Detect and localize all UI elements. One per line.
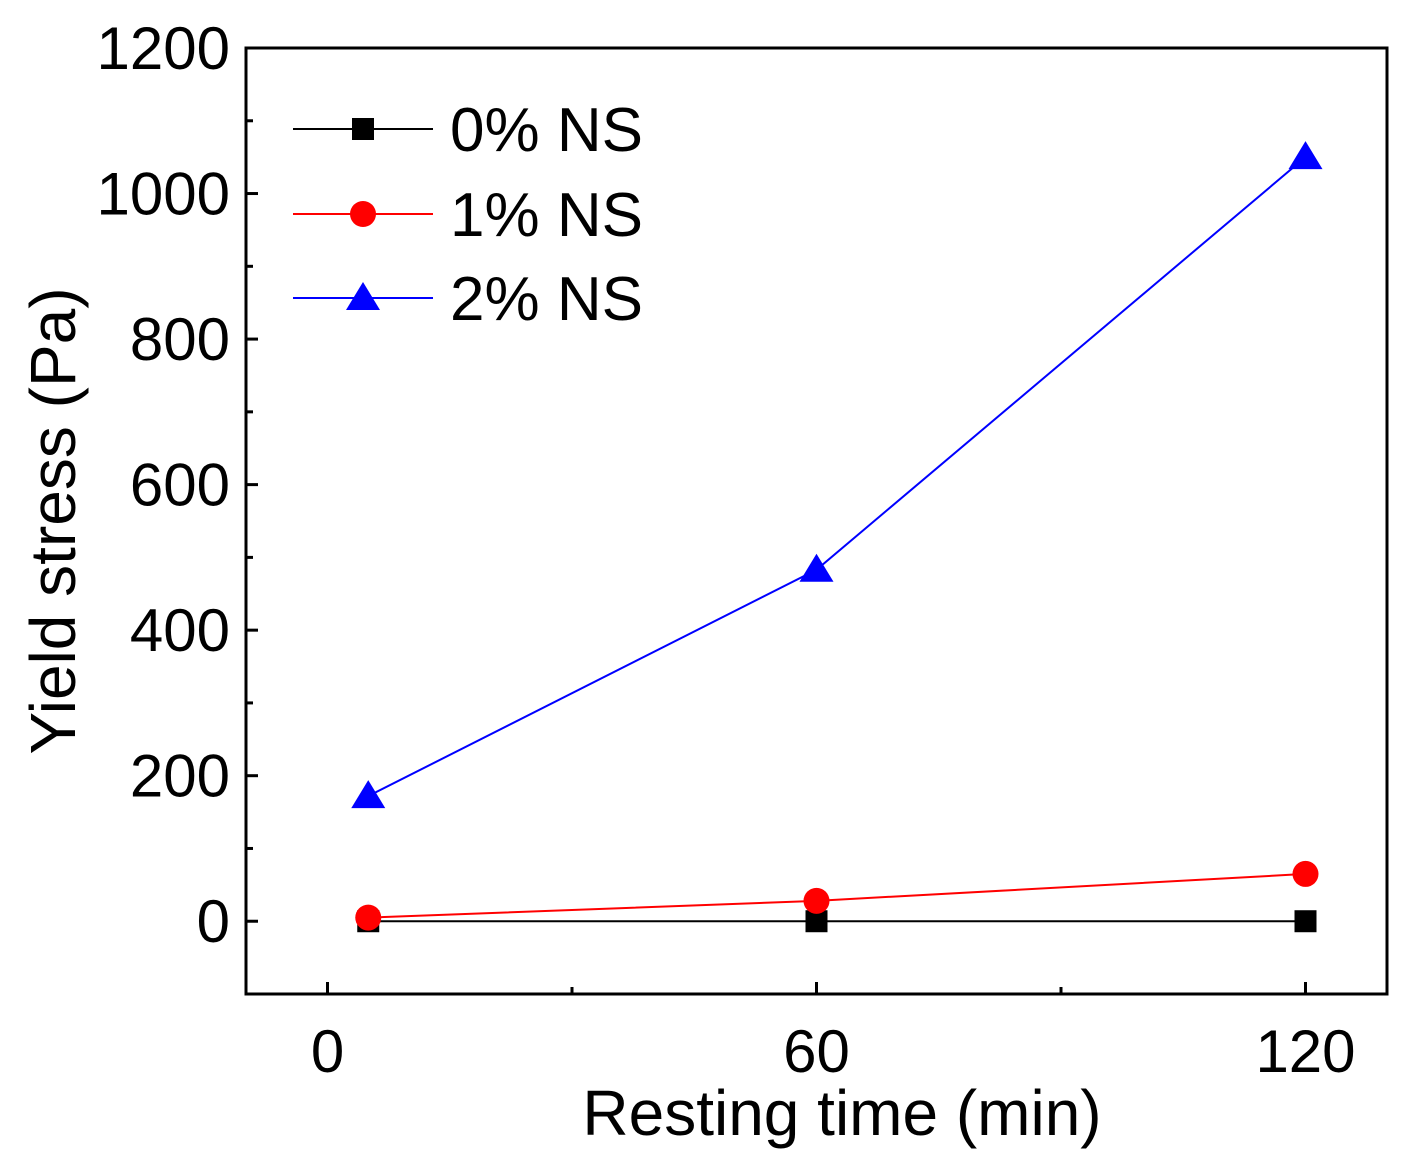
legend-label: 2% NS [450,265,643,334]
legend-label: 0% NS [450,96,643,165]
legend-marker [350,201,376,227]
x-tick-label: 60 [783,1018,850,1085]
legend: 0% NS 1% NS 2% NS [293,96,643,334]
data-point [805,910,828,933]
data-point [351,780,386,809]
x-axis: 0 60 120 [311,982,1356,1085]
data-point [803,887,830,914]
y-tick-label: 1000 [97,161,230,228]
x-axis-title: Resting time (min) [582,1077,1101,1149]
series-2 [351,141,1323,809]
y-tick-label: 600 [130,452,230,519]
data-point [355,904,382,931]
y-axis: 0 200 400 600 800 1000 1200 [97,15,258,955]
series-layer [351,141,1323,933]
series-line [367,156,1307,797]
data-point [1294,910,1317,933]
series-1 [355,860,1319,931]
legend-marker [346,282,380,310]
y-tick-label: 0 [197,888,230,955]
x-tick-label: 120 [1255,1018,1355,1085]
data-point [799,553,834,582]
data-point [1288,141,1323,170]
plot-frame [244,46,1389,996]
y-tick-label: 800 [130,306,230,373]
y-tick-label: 200 [130,743,230,810]
y-axis-title: Yield stress (Pa) [17,287,89,754]
data-point [1292,860,1319,887]
y-tick-label: 1200 [97,15,230,82]
legend-label: 1% NS [450,181,643,250]
x-tick-label: 0 [311,1018,344,1085]
y-tick-label: 400 [130,597,230,664]
legend-marker [352,118,374,140]
series-line [368,872,1306,919]
